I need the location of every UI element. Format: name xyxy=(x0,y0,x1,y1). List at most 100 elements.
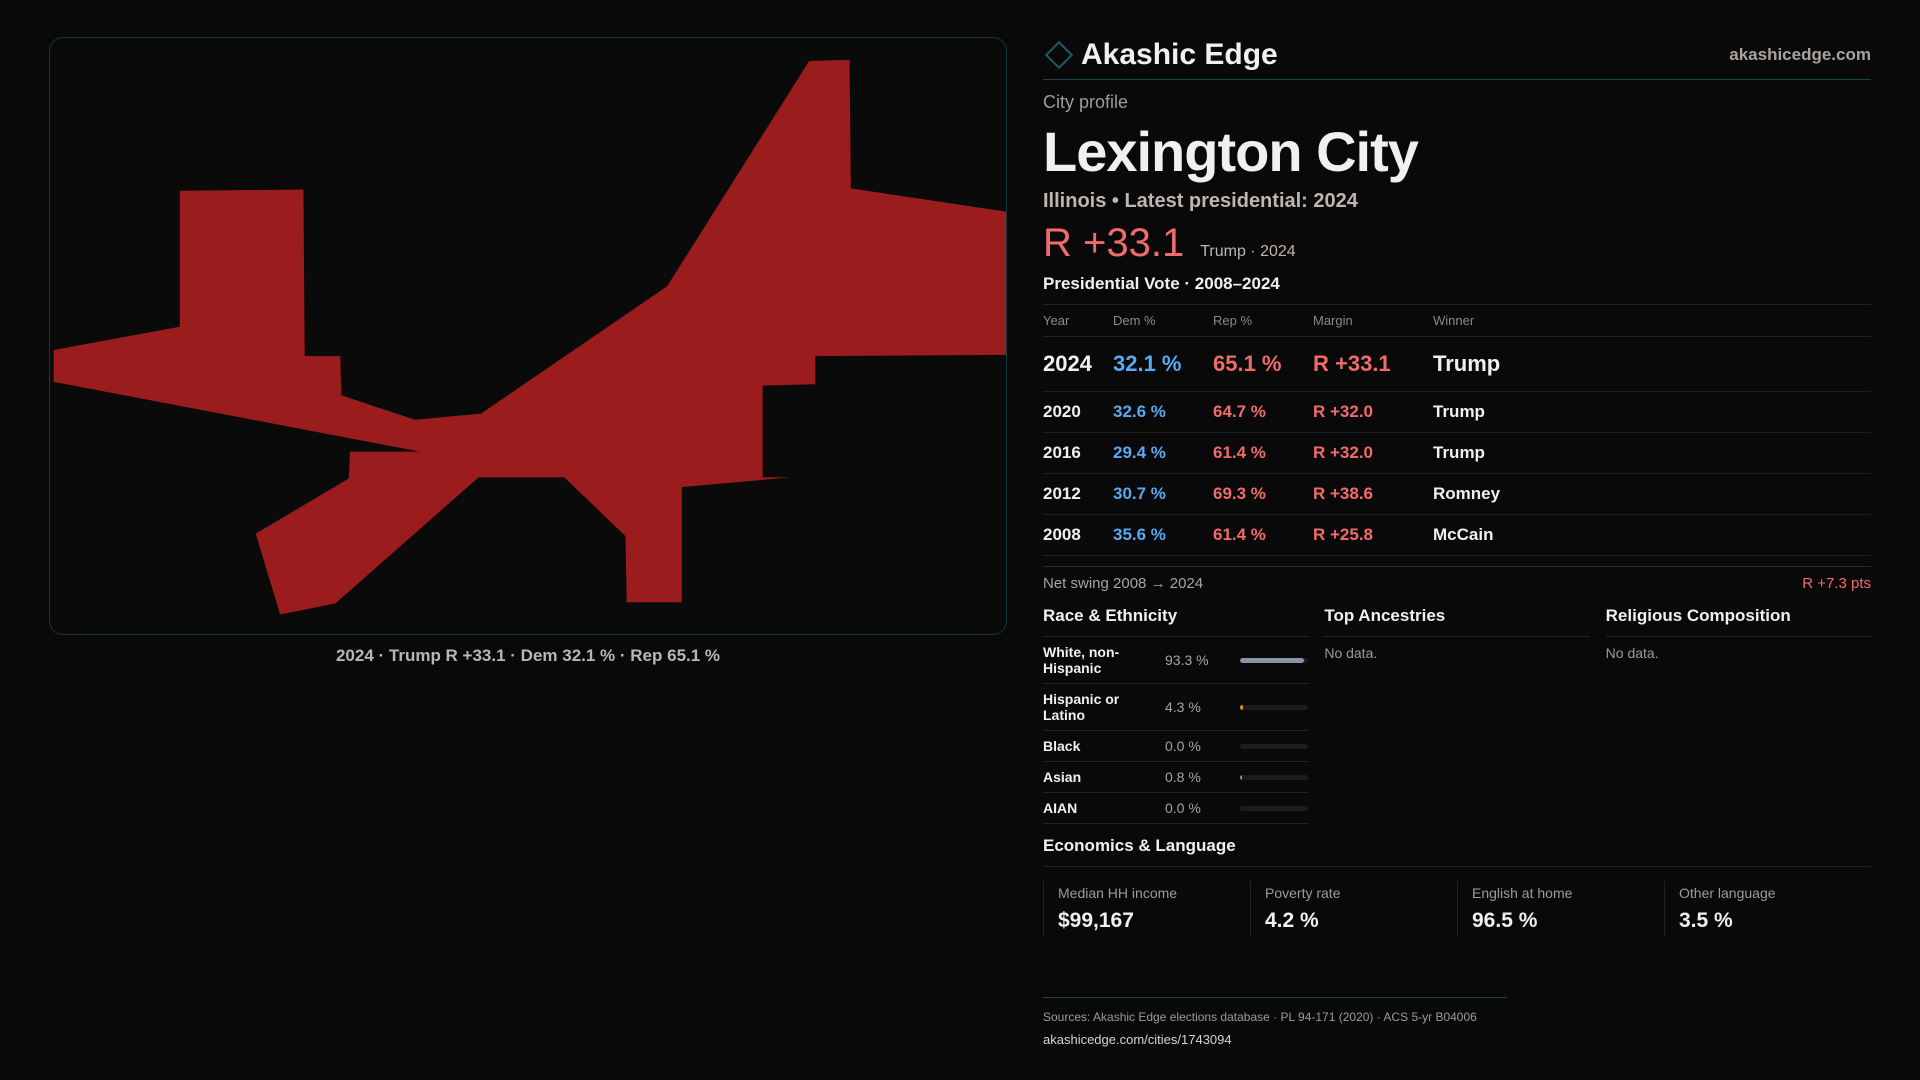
stat-card: Other language 3.5 % xyxy=(1664,881,1871,937)
race-row: Asian 0.8 % xyxy=(1043,762,1309,793)
city-map[interactable] xyxy=(49,37,1007,635)
latest-margin: R +33.1 xyxy=(1043,221,1185,265)
col-rep: Rep % xyxy=(1213,305,1313,337)
race-row: Black 0.0 % xyxy=(1043,731,1309,762)
race-row: Hispanic or Latino 4.3 % xyxy=(1043,684,1309,731)
cell-dem: 29.4 % xyxy=(1113,432,1213,474)
swing-label: Net swing 2008 → 2024 xyxy=(1043,575,1204,592)
cell-rep: 61.4 % xyxy=(1213,514,1313,556)
header: Akashic Edge akashicedge.com xyxy=(1043,30,1871,80)
kicker: City profile xyxy=(1043,92,1129,112)
cell-dem: 35.6 % xyxy=(1113,514,1213,556)
latest-margin-note: Trump · 2024 xyxy=(1200,243,1296,260)
stat-label: Median HH income xyxy=(1058,885,1178,901)
stat-label: Poverty rate xyxy=(1265,885,1341,901)
economics-stats: Median HH income $99,167 Poverty rate 4.2 %… xyxy=(1043,881,1871,937)
cell-year: 2024 xyxy=(1043,336,1113,392)
race-section: Race & Ethnicity White, non-Hispanic 93.3 … xyxy=(1043,606,1309,824)
religion-section: Religious Composition No data. xyxy=(1605,606,1871,824)
cell-rep: 61.4 % xyxy=(1213,432,1313,474)
race-pct: 0.0 % xyxy=(1165,800,1201,816)
city-boundary-svg xyxy=(53,59,1006,615)
votes-heading: Presidential Vote · 2008–2024 xyxy=(1043,274,1871,305)
cell-margin: R +38.6 xyxy=(1313,473,1433,515)
profile-panel: Akashic Edge akashicedge.com City profil… xyxy=(1043,30,1871,1047)
cell-rep: 65.1 % xyxy=(1213,336,1313,392)
race-label: Asian xyxy=(1043,769,1082,785)
race-label: White, non-Hispanic xyxy=(1043,644,1120,676)
religion-heading: Religious Composition xyxy=(1605,606,1871,637)
col-dem: Dem % xyxy=(1113,305,1213,337)
cell-year: 2020 xyxy=(1043,391,1113,433)
col-winner: Winner xyxy=(1433,305,1871,337)
cell-dem: 32.6 % xyxy=(1113,391,1213,433)
brand[interactable]: Akashic Edge xyxy=(1043,38,1278,72)
table-row: 2020 32.6 % 64.7 % R +32.0 Trump xyxy=(1043,391,1871,433)
subtitle: Illinois • Latest presidential: 2024 xyxy=(1043,190,1358,212)
religion-empty: No data. xyxy=(1605,645,1659,661)
city-boundary-shape xyxy=(53,59,1006,615)
race-label: AIAN xyxy=(1043,800,1078,816)
race-bar xyxy=(1240,704,1309,710)
page-url[interactable]: akashicedge.com/cities/1743094 xyxy=(1043,1032,1232,1047)
race-bar xyxy=(1240,774,1309,780)
cell-winner: Romney xyxy=(1433,473,1871,515)
race-pct: 0.0 % xyxy=(1165,738,1201,754)
stat-value: 96.5 % xyxy=(1472,909,1538,932)
race-label: Black xyxy=(1043,738,1081,754)
footer: Sources: Akashic Edge elections database… xyxy=(1043,997,1507,1047)
cell-rep: 64.7 % xyxy=(1213,391,1313,433)
table-row: 2024 32.1 % 65.1 % R +33.1 Trump xyxy=(1043,336,1871,392)
ancestry-heading: Top Ancestries xyxy=(1324,606,1590,637)
race-row: White, non-Hispanic 93.3 % xyxy=(1043,637,1309,684)
race-bar-fill xyxy=(1240,657,1304,663)
table-row: 2016 29.4 % 61.4 % R +32.0 Trump xyxy=(1043,432,1871,474)
race-label: Hispanic or Latino xyxy=(1043,691,1120,723)
cell-year: 2012 xyxy=(1043,473,1113,515)
race-bar-fill xyxy=(1240,774,1242,780)
ancestry-empty: No data. xyxy=(1324,645,1378,661)
race-bar xyxy=(1240,657,1309,663)
cell-dem: 32.1 % xyxy=(1113,336,1213,392)
cell-margin: R +32.0 xyxy=(1313,391,1433,433)
table-row: 2012 30.7 % 69.3 % R +38.6 Romney xyxy=(1043,473,1871,515)
cell-winner: Trump xyxy=(1433,432,1871,474)
stat-card: Median HH income $99,167 xyxy=(1043,881,1250,937)
map-caption: 2024 · Trump R +33.1 · Dem 32.1 % · Rep … xyxy=(335,646,721,665)
cell-winner: Trump xyxy=(1433,391,1871,433)
cell-year: 2008 xyxy=(1043,514,1113,556)
col-margin: Margin xyxy=(1313,305,1433,337)
race-row: AIAN 0.0 % xyxy=(1043,793,1309,824)
site-link[interactable]: akashicedge.com xyxy=(1729,44,1871,64)
diamond-icon xyxy=(1044,40,1074,69)
cell-margin: R +33.1 xyxy=(1313,336,1433,392)
race-pct: 0.8 % xyxy=(1165,769,1201,785)
sources: Sources: Akashic Edge elections database… xyxy=(1043,1010,1477,1024)
cell-margin: R +32.0 xyxy=(1313,432,1433,474)
stat-label: Other language xyxy=(1679,885,1776,901)
stat-card: Poverty rate 4.2 % xyxy=(1250,881,1457,937)
race-bar xyxy=(1240,805,1309,811)
net-swing: Net swing 2008 → 2024 R +7.3 pts xyxy=(1043,566,1871,592)
cell-year: 2016 xyxy=(1043,432,1113,474)
brand-name: Akashic Edge xyxy=(1081,37,1278,71)
stat-value: 4.2 % xyxy=(1265,909,1319,932)
page-title: Lexington City xyxy=(1043,120,1419,183)
stat-value: $99,167 xyxy=(1058,909,1134,932)
race-pct: 4.3 % xyxy=(1165,699,1201,715)
race-bar xyxy=(1240,743,1309,749)
stat-value: 3.5 % xyxy=(1679,909,1733,932)
race-heading: Race & Ethnicity xyxy=(1043,606,1309,637)
table-row: 2008 35.6 % 61.4 % R +25.8 McCain xyxy=(1043,514,1871,556)
cell-winner: McCain xyxy=(1433,514,1871,556)
cell-rep: 69.3 % xyxy=(1213,473,1313,515)
swing-value: R +7.3 pts xyxy=(1802,575,1871,592)
votes-table: Year Dem % Rep % Margin Winner 2024 32.1 … xyxy=(1043,305,1871,556)
stat-card: English at home 96.5 % xyxy=(1457,881,1664,937)
stat-label: English at home xyxy=(1472,885,1573,901)
ancestry-section: Top Ancestries No data. xyxy=(1324,606,1590,824)
race-pct: 93.3 % xyxy=(1165,652,1209,668)
cell-dem: 30.7 % xyxy=(1113,473,1213,515)
col-year: Year xyxy=(1043,305,1113,337)
cell-margin: R +25.8 xyxy=(1313,514,1433,556)
